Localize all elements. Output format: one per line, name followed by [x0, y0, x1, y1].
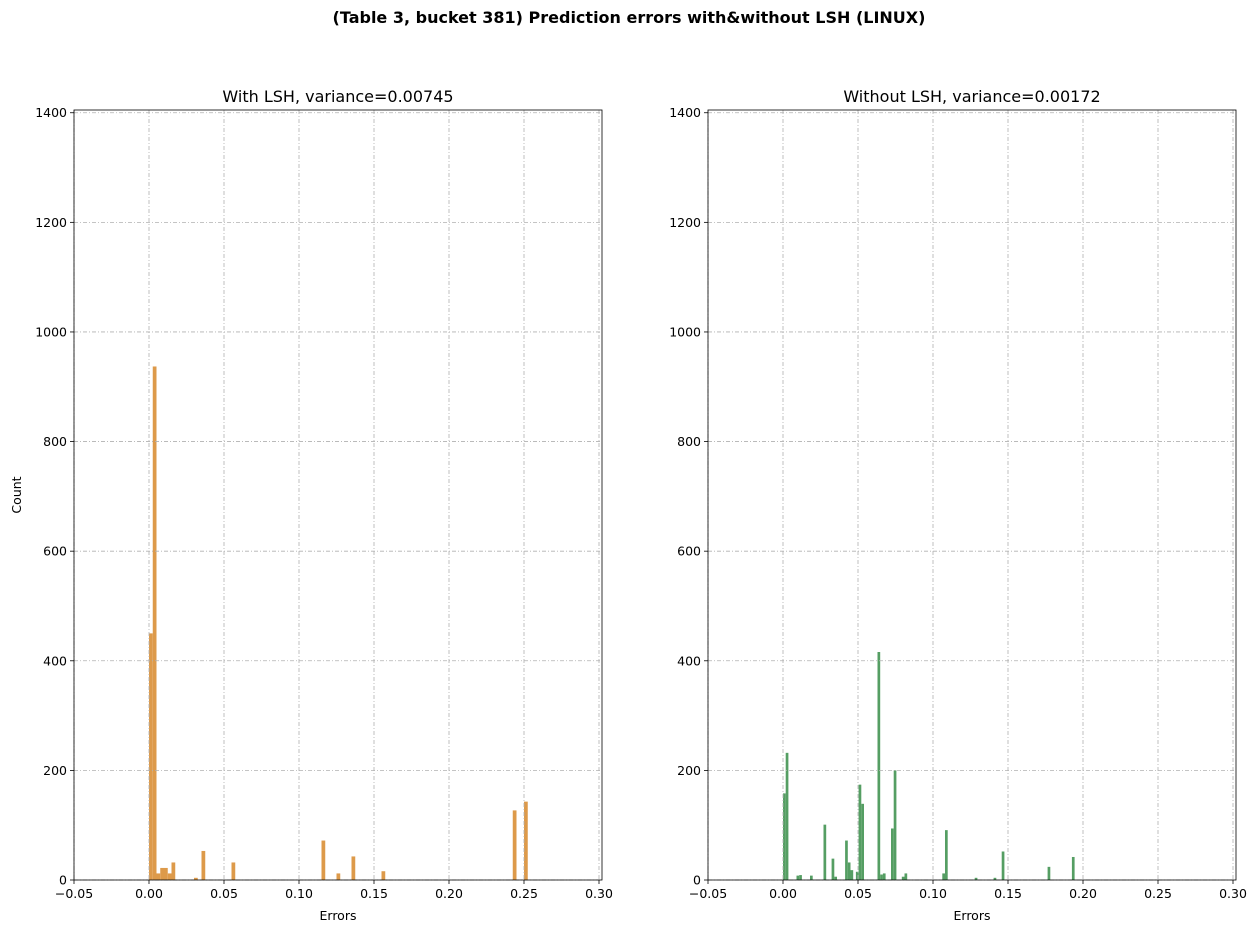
x-tick-label: 0.15	[994, 886, 1022, 901]
y-tick-label: 800	[677, 434, 701, 449]
x-tick-label: −0.05	[689, 886, 727, 901]
histogram-bar	[796, 875, 800, 880]
histogram-bar	[904, 873, 908, 880]
histogram-bar	[171, 862, 176, 880]
x-axis-label: Errors	[320, 908, 357, 923]
x-tick-label: 0.10	[285, 886, 313, 901]
y-tick-label: 1000	[35, 324, 67, 339]
y-tick-label: 600	[43, 544, 67, 559]
histogram-bar	[160, 867, 164, 880]
histogram-bar	[524, 801, 528, 880]
x-tick-label: 0.10	[919, 886, 947, 901]
histogram-bar	[512, 810, 517, 880]
histogram-bar	[845, 840, 848, 880]
histogram-bar	[201, 850, 206, 880]
histogram-bar	[156, 873, 161, 880]
y-axis-label: Count	[9, 476, 24, 513]
x-tick-label: 0.25	[1144, 886, 1172, 901]
histogram-bar	[321, 840, 326, 880]
histogram-bar	[351, 856, 356, 880]
y-tick-label: 0	[59, 873, 67, 888]
x-tick-label: 0.00	[135, 886, 163, 901]
x-tick-label: 0.30	[585, 886, 613, 901]
subplot-title: With LSH, variance=0.00745	[222, 87, 453, 106]
axes-frame	[73, 109, 603, 881]
histogram-bar	[993, 877, 997, 880]
histogram-bar	[336, 873, 341, 880]
subplot-without-lsh: −0.05 0.00 0.05 0.10 0.15 0.20 0.25 0.30 0 200 400…	[669, 87, 1247, 923]
x-tick-label: 0.05	[210, 886, 238, 901]
histogram-bar	[834, 876, 837, 880]
histogram-bar	[855, 871, 859, 880]
histogram-bar	[823, 824, 827, 880]
histogram-bar	[901, 876, 905, 880]
histogram-bar	[861, 803, 864, 880]
y-tick-label: 200	[43, 763, 67, 778]
y-tick-label: 1200	[669, 215, 701, 230]
subplot-with-lsh: −0.05 0.00 0.05 0.10 0.15 0.20 0.25 0.30 0 200 400…	[9, 87, 613, 923]
histogram-bar	[381, 871, 386, 880]
y-tick-label: 600	[677, 544, 701, 559]
y-tick-label: 800	[43, 434, 67, 449]
x-tick-label: 0.00	[769, 886, 797, 901]
histogram-bar	[877, 652, 881, 880]
histogram-bar	[1071, 856, 1075, 880]
histogram-bar	[164, 867, 168, 880]
histogram-bar	[847, 862, 851, 880]
histogram-bar	[945, 830, 948, 880]
subplot-title: Without LSH, variance=0.00172	[843, 87, 1100, 106]
y-tick-label: 400	[677, 653, 701, 668]
histogram-bar	[850, 870, 854, 880]
y-tick-label: 1000	[669, 324, 701, 339]
histogram-bar	[167, 873, 172, 880]
histogram-bar	[858, 784, 862, 880]
histogram-bar	[942, 873, 945, 880]
histogram-bar	[783, 793, 786, 880]
figure-suptitle: (Table 3, bucket 381) Prediction errors …	[332, 8, 926, 27]
histogram-bar	[974, 877, 978, 880]
histogram-bar	[880, 874, 883, 880]
histogram-bar	[882, 873, 886, 880]
x-tick-label: 0.20	[435, 886, 463, 901]
histogram-bar	[231, 862, 236, 880]
histogram-bar	[785, 752, 789, 880]
histogram-bar	[149, 633, 153, 880]
histogram-bar	[891, 828, 894, 880]
x-tick-label: 0.30	[1219, 886, 1247, 901]
histogram-bar	[810, 875, 813, 880]
y-tick-label: 1200	[35, 215, 67, 230]
histogram-bar	[799, 875, 802, 880]
y-tick-label: 400	[43, 653, 67, 668]
histogram-bar	[1047, 866, 1051, 880]
y-tick-label: 0	[693, 873, 701, 888]
histogram-bar	[194, 877, 198, 880]
axes-frame	[707, 109, 1237, 881]
x-tick-label: 0.05	[844, 886, 872, 901]
x-tick-label: 0.25	[510, 886, 538, 901]
x-axis-label: Errors	[954, 908, 991, 923]
x-tick-label: 0.15	[360, 886, 388, 901]
x-tick-label: −0.05	[55, 886, 93, 901]
histogram-bar	[893, 770, 897, 880]
histogram-bar	[152, 366, 157, 881]
histogram-bar	[831, 858, 835, 880]
y-tick-label: 1400	[669, 105, 701, 120]
histogram-bar	[1001, 851, 1005, 880]
y-tick-label: 1400	[35, 105, 67, 120]
y-tick-label: 200	[677, 763, 701, 778]
x-tick-label: 0.20	[1069, 886, 1097, 901]
